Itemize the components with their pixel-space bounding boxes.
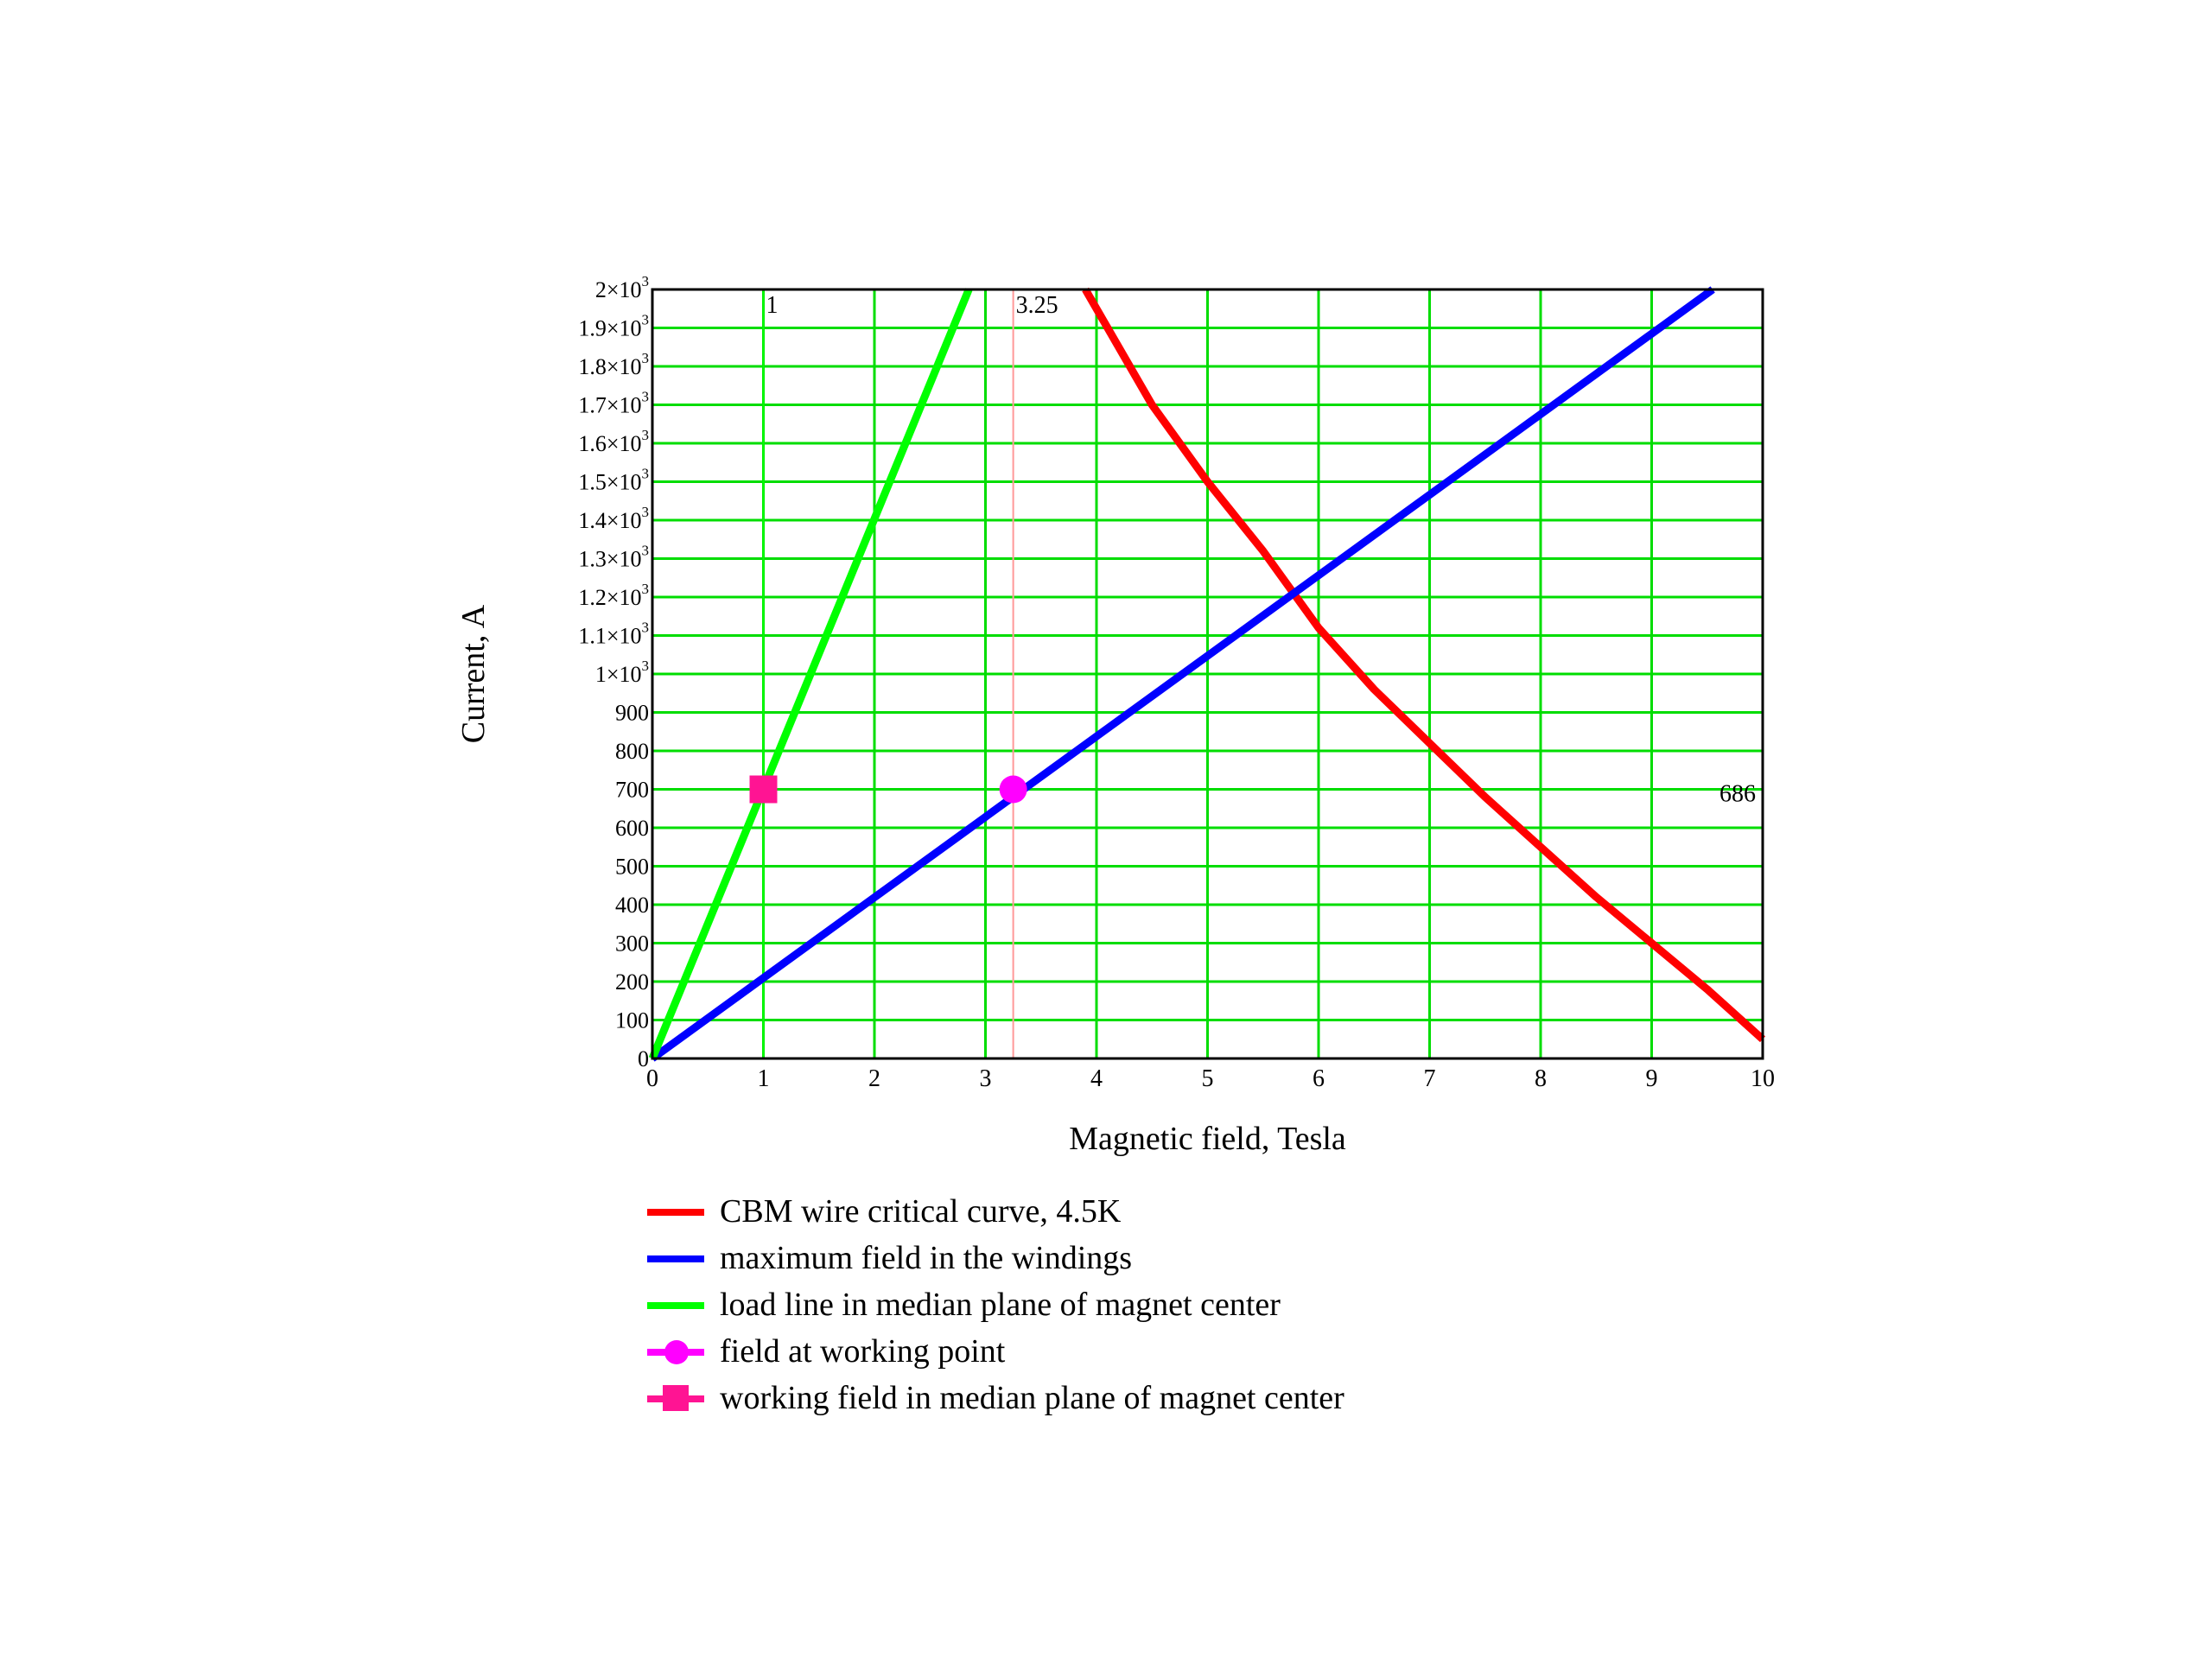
legend: CBM wire critical curve, 4.5K maximum fi… <box>644 1188 1344 1421</box>
legend-label: field at working point <box>720 1333 1006 1370</box>
x-tick-label: 3 <box>980 1065 992 1092</box>
legend-swatch-pink-square <box>644 1375 704 1421</box>
x-tick-label: 4 <box>1090 1065 1103 1092</box>
legend-swatch-green-line <box>644 1281 704 1328</box>
y-tick-label: 1.9×103 <box>578 312 649 341</box>
legend-label: maximum field in the windings <box>720 1240 1133 1276</box>
legend-item-working-point: field at working point <box>644 1328 1344 1375</box>
marker-lines <box>762 289 1014 1058</box>
y-tick-labels: 0 100 200 300 400 500 600 700 800 900 1×103 1.1×103… <box>578 273 649 1071</box>
series-line <box>1082 287 1766 1043</box>
x-tick-label: 1 <box>758 1065 770 1092</box>
y-tick-label: 400 <box>615 893 649 918</box>
legend-swatch-red-line <box>644 1188 704 1235</box>
legend-label: working field in median plane of magnet … <box>720 1380 1344 1416</box>
marker-label: 3.25 <box>1016 292 1058 319</box>
x-tick-label: 6 <box>1313 1065 1325 1092</box>
y-tick-label: 1.5×103 <box>578 466 649 495</box>
legend-label: load line in median plane of magnet cent… <box>720 1287 1281 1323</box>
x-tick-label: 2 <box>868 1065 880 1092</box>
series-line <box>650 286 1715 1062</box>
x-tick-label: 0 <box>646 1065 658 1092</box>
y-tick-label: 1.6×103 <box>578 427 649 456</box>
points-group <box>749 775 1027 804</box>
x-tick-label: 8 <box>1535 1065 1547 1092</box>
y-tick-label: 1.7×103 <box>578 389 649 418</box>
series-group <box>648 286 1766 1062</box>
y-tick-label: 800 <box>615 739 649 764</box>
legend-item-working-field: working field in median plane of magnet … <box>644 1375 1344 1421</box>
legend-item-critical-curve: CBM wire critical curve, 4.5K <box>644 1188 1344 1235</box>
y-tick-label: 1×103 <box>595 658 649 687</box>
y-tick-label: 300 <box>615 931 649 957</box>
plot-frame <box>651 288 1764 1060</box>
y-tick-label: 500 <box>615 855 649 880</box>
annotations: 1 3.25 686 <box>766 292 1757 808</box>
x-tick-label: 9 <box>1646 1065 1658 1092</box>
value-annotation: 686 <box>1719 781 1756 808</box>
x-tick-label: 5 <box>1202 1065 1214 1092</box>
y-tick-label: 700 <box>615 778 649 803</box>
y-tick-label: 2×103 <box>595 273 649 302</box>
x-tick-label: 7 <box>1424 1065 1436 1092</box>
legend-swatch-magenta-circle <box>644 1328 704 1375</box>
y-tick-label: 200 <box>615 969 649 995</box>
y-tick-label: 100 <box>615 1008 649 1033</box>
y-tick-label: 1.1×103 <box>578 620 649 649</box>
legend-item-max-field: maximum field in the windings <box>644 1235 1344 1281</box>
y-axis-label: Current, A <box>455 604 492 743</box>
marker-label: 1 <box>766 292 779 319</box>
y-tick-label: 0 <box>638 1046 649 1071</box>
y-tick-label: 1.4×103 <box>578 504 649 533</box>
y-tick-label: 900 <box>615 701 649 726</box>
grid-lines <box>651 288 1764 1060</box>
x-axis-label: Magnetic field, Tesla <box>1069 1121 1346 1157</box>
y-tick-label: 1.2×103 <box>578 581 649 610</box>
y-tick-label: 1.3×103 <box>578 543 649 572</box>
x-tick-labels: 0 1 2 3 4 5 6 7 8 9 10 <box>646 1065 1775 1092</box>
legend-label: CBM wire critical curve, 4.5K <box>720 1193 1122 1230</box>
y-tick-label: 600 <box>615 816 649 841</box>
legend-swatch-blue-line <box>644 1235 704 1281</box>
data-point-square <box>749 775 778 804</box>
x-tick-label: 10 <box>1751 1065 1775 1092</box>
data-point-circle <box>999 775 1027 804</box>
legend-item-load-line: load line in median plane of magnet cent… <box>644 1281 1344 1328</box>
y-tick-label: 1.8×103 <box>578 350 649 379</box>
series-line <box>648 288 973 1060</box>
